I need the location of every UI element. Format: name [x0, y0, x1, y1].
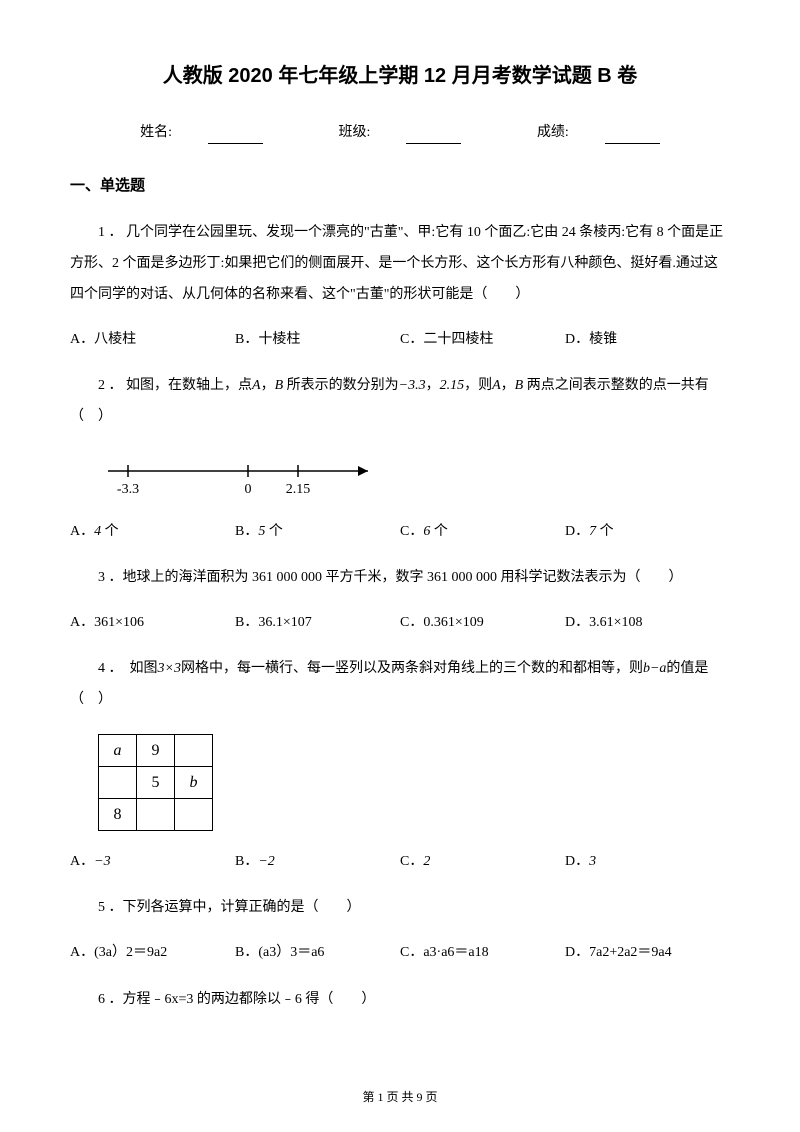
q2-opt-a: A．4 个 — [70, 521, 235, 543]
cell-2-1 — [137, 798, 175, 830]
q1-opt-b: B．十棱柱 — [235, 329, 400, 351]
grid-3x3: a 9 5 b 8 — [98, 734, 213, 831]
q5-opt-c: C．a3·a6＝a18 — [400, 942, 565, 964]
q5-opt-d: D．7a2+2a2＝9a4 — [565, 942, 730, 964]
q2-options: A．4 个 B．5 个 C．6 个 D．7 个 — [70, 521, 730, 543]
cell-0-0: a — [99, 734, 137, 766]
q1-opt-c: C．二十四棱柱 — [400, 329, 565, 351]
q4-opt-b: B．−2 — [235, 851, 400, 873]
question-2: 2 ． 如图，在数轴上，点A，B 所表示的数分别为−3.3，2.15，则A，B … — [70, 371, 730, 433]
q4-opt-d: D．3 — [565, 851, 730, 873]
cell-2-0: 8 — [99, 798, 137, 830]
question-3: 3 ．地球上的海洋面积为 361 000 000 平方千米，数字 361 000… — [70, 563, 730, 594]
question-6: 6 ．方程﹣6x=3 的两边都除以﹣6 得（ ） — [70, 985, 730, 1016]
nl-left-label: -3.3 — [117, 482, 139, 497]
q5-opt-b: B．(a3）3＝a6 — [235, 942, 400, 964]
question-4: 4 ． 如图3×3网格中，每一横行、每一竖列以及两条斜对角线上的三个数的和都相等… — [70, 654, 730, 716]
section-title: 一、单选题 — [70, 174, 730, 198]
q2-opt-c: C．6 个 — [400, 521, 565, 543]
page-title: 人教版 2020 年七年级上学期 12 月月考数学试题 B 卷 — [70, 60, 730, 92]
info-line: 姓名: 班级: 成绩: — [70, 122, 730, 144]
q1-opt-a: A．八棱柱 — [70, 329, 235, 351]
page-footer: 第 1 页 共 9 页 — [0, 1088, 800, 1107]
cell-1-1: 5 — [137, 766, 175, 798]
q3-opt-a: A．361×106 — [70, 612, 235, 634]
question-5: 5 ．下列各运算中，计算正确的是（ ） — [70, 893, 730, 924]
q5-options: A．(3a）2＝9a2 B．(a3）3＝a6 C．a3·a6＝a18 D．7a2… — [70, 942, 730, 964]
cell-1-2: b — [175, 766, 213, 798]
class-field: 班级: — [321, 125, 480, 140]
q3-opt-c: C．0.361×109 — [400, 612, 565, 634]
number-line-figure: -3.3 0 2.15 — [98, 451, 730, 501]
q3-opt-b: B．36.1×107 — [235, 612, 400, 634]
name-field: 姓名: — [122, 125, 281, 140]
cell-0-1: 9 — [137, 734, 175, 766]
q4-options: A．−3 B．−2 C．2 D．3 — [70, 851, 730, 873]
q5-opt-a: A．(3a）2＝9a2 — [70, 942, 235, 964]
q4-opt-a: A．−3 — [70, 851, 235, 873]
cell-0-2 — [175, 734, 213, 766]
cell-1-0 — [99, 766, 137, 798]
score-field: 成绩: — [519, 125, 678, 140]
q3-options: A．361×106 B．36.1×107 C．0.361×109 D．3.61×… — [70, 612, 730, 634]
q4-opt-c: C．2 — [400, 851, 565, 873]
q2-opt-b: B．5 个 — [235, 521, 400, 543]
q2-opt-d: D．7 个 — [565, 521, 730, 543]
cell-2-2 — [175, 798, 213, 830]
q1-options: A．八棱柱 B．十棱柱 C．二十四棱柱 D．棱锥 — [70, 329, 730, 351]
q3-opt-d: D．3.61×108 — [565, 612, 730, 634]
nl-zero-label: 0 — [245, 482, 252, 497]
nl-right-label: 2.15 — [286, 482, 311, 497]
question-1: 1 ． 几个同学在公园里玩、发现一个漂亮的"古董"、甲:它有 10 个面乙:它由… — [70, 218, 730, 310]
q1-opt-d: D．棱锥 — [565, 329, 730, 351]
